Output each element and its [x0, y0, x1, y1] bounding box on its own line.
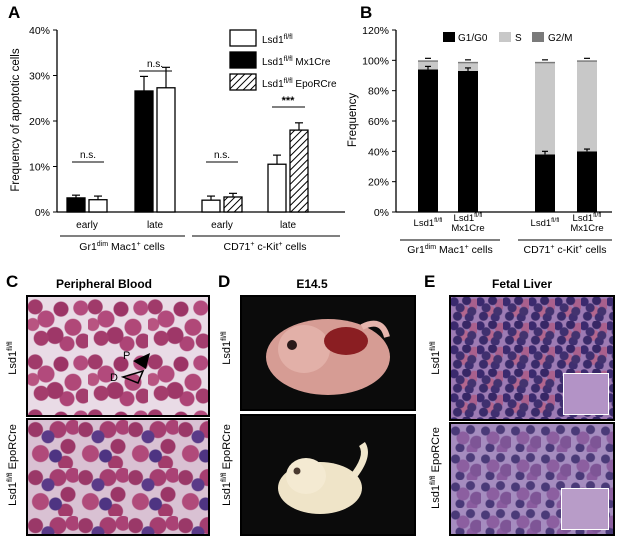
- chart-a-bar: [289, 129, 309, 213]
- chart-b-bar-segment: [458, 70, 478, 212]
- panel-d-row-label-2: Lsd1fl/fl EpoRCre: [219, 424, 233, 506]
- svg-text:Lsd1fl/fl EpoRCre: Lsd1fl/fl EpoRCre: [262, 78, 337, 90]
- arrow-p-label: P: [123, 350, 130, 362]
- chart-b-ytick-label: 0%: [374, 207, 389, 219]
- svg-text:n.s.: n.s.: [80, 150, 96, 161]
- panel-e-inset-top: [563, 373, 609, 415]
- chart-b-ytick-label: 100%: [362, 55, 389, 67]
- chart-a-group-label-1: Gr1dim Mac1+ cells: [79, 241, 164, 253]
- chart-b-bar-segment: [577, 151, 597, 212]
- panel-c-title: Peripheral Blood: [56, 277, 152, 291]
- panel-letter-b: B: [360, 3, 372, 22]
- chart-b-bar-segment: [458, 61, 478, 64]
- chart-a-bar: [66, 197, 86, 213]
- chart-b-ytick-label: 60%: [368, 116, 389, 128]
- chart-b-ytick-label: 40%: [368, 146, 389, 158]
- panel-c-image-bottom: [26, 418, 210, 536]
- chart-a-ytick-label: 0%: [35, 207, 50, 219]
- chart-b-bar-segment: [535, 63, 555, 155]
- chart-b-bar-segment: [535, 154, 555, 212]
- chart-b-bar-segment: [577, 60, 597, 62]
- chart-a-bar: [201, 199, 221, 213]
- panel-c-row-label-2: Lsd1fl/fl EpoRCre: [5, 424, 19, 506]
- panel-d-title: E14.5: [296, 277, 328, 291]
- panel-d-image-bottom: [240, 414, 416, 536]
- chart-b-ylabel: Frequency: [347, 93, 359, 148]
- panel-c-image-top: P D: [26, 295, 210, 417]
- panel-d-row-label-1: Lsd1fl/fl: [219, 331, 233, 365]
- chart-b-xtick-4: Lsd1fl/fl Mx1Cre: [570, 212, 603, 234]
- chart-a-sig-4: ***: [272, 95, 305, 108]
- chart-b-bar-segment: [418, 60, 438, 62]
- svg-text:S: S: [515, 33, 522, 44]
- chart-a-bar: [267, 163, 287, 213]
- chart-a-group-label-2: CD71+ c-Kit+ cells: [224, 241, 307, 253]
- chart-b-bar-segment: [535, 61, 555, 64]
- chart-b-xtick-2: Lsd1fl/fl Mx1Cre: [451, 212, 484, 234]
- chart-b-ytick-label: 80%: [368, 86, 389, 98]
- svg-text:***: ***: [282, 95, 296, 107]
- svg-text:n.s.: n.s.: [147, 59, 163, 70]
- chart-a-ytick-label: 20%: [29, 116, 50, 128]
- panel-e-title: Fetal Liver: [492, 277, 552, 291]
- chart-b-bar-segment: [577, 61, 597, 152]
- svg-text:n.s.: n.s.: [214, 150, 230, 161]
- chart-a-bar: [223, 196, 243, 213]
- panel-letter-e: E: [424, 272, 435, 291]
- chart-a-xtick-4: late: [280, 220, 297, 231]
- chart-b-xtick-1: Lsd1fl/fl: [414, 217, 443, 229]
- chart-a-bar: [156, 87, 176, 213]
- arrow-d-icon: [120, 369, 145, 384]
- chart-b-group-label-1: Gr1dim Mac1+ cells: [407, 244, 492, 256]
- chart-b-ytick-label: 120%: [362, 25, 389, 37]
- panel-letter-d: D: [218, 272, 230, 291]
- chart-a-sig-3: n.s.: [206, 150, 238, 163]
- chart-b-bar-segment: [418, 61, 438, 70]
- chart-a-ytick-label: 30%: [29, 71, 50, 83]
- chart-b-bar-segment: [458, 63, 478, 71]
- panel-e-image-bottom: [449, 422, 615, 536]
- panel-e-image-top: [449, 295, 615, 421]
- panel-c-row-label-1: Lsd1fl/fl: [5, 341, 19, 375]
- chart-a-bar: [88, 199, 108, 213]
- svg-text:Lsd1fl/fl Mx1Cre: Lsd1fl/fl Mx1Cre: [262, 56, 331, 68]
- chart-a-xtick-3: early: [211, 220, 233, 231]
- chart-a-bar: [134, 90, 154, 213]
- arrow-p-icon: [133, 353, 150, 369]
- svg-text:Lsd1fl/fl: Lsd1fl/fl: [262, 34, 293, 46]
- svg-text:G2/M: G2/M: [548, 33, 572, 44]
- chart-a-legend: Lsd1fl/fl Lsd1fl/fl Mx1Cre Lsd1fl/fl Epo…: [229, 29, 337, 91]
- chart-a-sig-1: n.s.: [72, 150, 104, 163]
- panel-d-image-top: [240, 295, 416, 411]
- chart-b-legend: G1/G0 S G2/M: [443, 32, 572, 44]
- panel-e-row-label-1: Lsd1fl/fl: [428, 341, 442, 375]
- chart-b-group-label-2: CD71+ c-Kit+ cells: [524, 244, 607, 256]
- chart-a-ytick-label: 40%: [29, 25, 50, 37]
- chart-a-xtick-1: early: [76, 220, 98, 231]
- chart-b-ytick-label: 20%: [368, 177, 389, 189]
- panel-letter-a: A: [8, 3, 20, 22]
- chart-a-sig-2: n.s.: [139, 59, 172, 72]
- arrow-d-label: D: [110, 372, 118, 384]
- chart-b-xtick-3: Lsd1fl/fl: [531, 217, 560, 229]
- panel-letter-c: C: [6, 272, 18, 291]
- chart-a-xtick-2: late: [147, 220, 164, 231]
- chart-b-bar-segment: [418, 69, 438, 212]
- chart-a-ylabel: Frequency of apoptotic cells: [10, 48, 22, 191]
- svg-text:G1/G0: G1/G0: [458, 33, 488, 44]
- chart-a-ytick-label: 10%: [29, 162, 50, 174]
- panel-e-row-label-2: Lsd1fl/fl EpoRCre: [428, 427, 442, 509]
- panel-e-inset-bottom: [561, 488, 609, 530]
